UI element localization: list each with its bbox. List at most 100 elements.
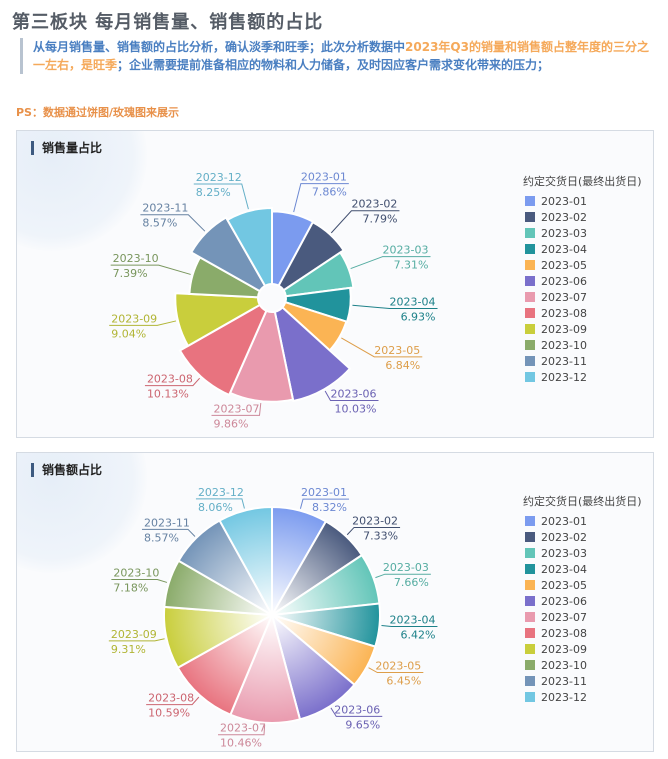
legend-swatch bbox=[525, 612, 535, 622]
slice-label-percent: 6.42% bbox=[401, 628, 436, 641]
legend-title: 约定交货日(最终出货日) bbox=[523, 495, 642, 508]
legend-swatch bbox=[525, 564, 535, 574]
legend-label: 2023-04 bbox=[541, 242, 587, 256]
slice-label-month: 2023-08 bbox=[148, 692, 194, 705]
slice-2023-06[interactable] bbox=[273, 305, 352, 403]
panel-title: 销售额占比 bbox=[31, 463, 102, 477]
legend-item-2023-09[interactable]: 2023-09 bbox=[523, 321, 642, 337]
legend-swatch bbox=[525, 372, 535, 382]
legend-item-2023-03[interactable]: 2023-03 bbox=[523, 225, 642, 241]
legend-item-2023-10[interactable]: 2023-10 bbox=[523, 657, 642, 673]
legend-item-2023-11[interactable]: 2023-11 bbox=[523, 673, 642, 689]
label-leader-line bbox=[375, 573, 431, 579]
legend-item-2023-08[interactable]: 2023-08 bbox=[523, 305, 642, 321]
legend-swatch bbox=[525, 516, 535, 526]
legend-item-2023-05[interactable]: 2023-05 bbox=[523, 577, 642, 593]
legend-label: 2023-12 bbox=[541, 370, 587, 384]
slice-label-percent: 7.18% bbox=[113, 581, 148, 594]
legend-item-2023-06[interactable]: 2023-06 bbox=[523, 273, 642, 289]
legend-item-2023-07[interactable]: 2023-07 bbox=[523, 609, 642, 625]
legend-item-2023-12[interactable]: 2023-12 bbox=[523, 369, 642, 385]
slice-2023-08[interactable] bbox=[176, 612, 275, 716]
slice-2023-08[interactable] bbox=[178, 303, 268, 397]
legend-item-2023-01[interactable]: 2023-01 bbox=[523, 513, 642, 529]
legend-label: 2023-05 bbox=[541, 578, 587, 592]
legend-item-2023-12[interactable]: 2023-12 bbox=[523, 689, 642, 705]
slice-label-month: 2023-09 bbox=[111, 312, 157, 325]
legend-item-2023-01[interactable]: 2023-01 bbox=[523, 193, 642, 209]
label-leader-line bbox=[381, 624, 438, 627]
slice-label-percent: 10.46% bbox=[220, 737, 262, 750]
legend-swatch bbox=[525, 260, 535, 270]
legend-swatch bbox=[525, 324, 535, 334]
slice-label-month: 2023-05 bbox=[374, 344, 420, 357]
legend-swatch bbox=[525, 196, 535, 206]
legend-swatch bbox=[525, 548, 535, 558]
slice-label-percent: 6.93% bbox=[401, 311, 436, 324]
slice-label-month: 2023-04 bbox=[389, 613, 435, 626]
slice-label-percent: 8.57% bbox=[142, 217, 177, 230]
slice-2023-02[interactable] bbox=[277, 220, 346, 292]
slice-label-month: 2023-12 bbox=[198, 486, 244, 499]
slice-label-percent: 10.03% bbox=[335, 402, 377, 415]
legend-item-2023-04[interactable]: 2023-04 bbox=[523, 561, 642, 577]
label-leader-line bbox=[324, 390, 379, 401]
slice-label-percent: 7.31% bbox=[394, 259, 429, 272]
slice-label-month: 2023-07 bbox=[213, 402, 259, 415]
slice-2023-12[interactable] bbox=[226, 206, 273, 288]
slice-label-percent: 6.84% bbox=[385, 359, 420, 372]
legend-item-2023-11[interactable]: 2023-11 bbox=[523, 353, 642, 369]
legend-label: 2023-06 bbox=[541, 274, 587, 288]
legend-swatch bbox=[525, 228, 535, 238]
legend-label: 2023-11 bbox=[541, 354, 587, 368]
slice-label-percent: 9.04% bbox=[111, 327, 146, 340]
slice-label-percent: 8.57% bbox=[144, 531, 179, 544]
slice-label-percent: 10.13% bbox=[147, 388, 189, 401]
legend-label: 2023-01 bbox=[541, 514, 587, 528]
slice-label-percent: 9.86% bbox=[213, 417, 248, 430]
slice-label-month: 2023-02 bbox=[352, 514, 398, 527]
label-leader-line bbox=[110, 264, 191, 275]
legend-item-2023-05[interactable]: 2023-05 bbox=[523, 257, 642, 273]
legend-item-2023-08[interactable]: 2023-08 bbox=[523, 625, 642, 641]
legend: 约定交货日(最终出货日) 2023-01 2023-02 2023-03 2023-0… bbox=[523, 173, 642, 385]
slice-label-percent: 9.31% bbox=[111, 643, 146, 656]
legend-item-2023-03[interactable]: 2023-03 bbox=[523, 545, 642, 561]
legend-swatch bbox=[525, 644, 535, 654]
slice-label-month: 2023-01 bbox=[301, 486, 347, 499]
sales-amount-pie-chart: 2023-01 8.32% 2023-02 7.33% 2023-03 7.66% 2023… bbox=[108, 486, 438, 750]
label-leader-line bbox=[108, 638, 165, 642]
legend-item-2023-09[interactable]: 2023-09 bbox=[523, 641, 642, 657]
slice-2023-09[interactable] bbox=[174, 292, 262, 348]
slice-label-month: 2023-10 bbox=[113, 566, 159, 579]
slice-2023-12[interactable] bbox=[218, 505, 273, 619]
label-leader-line bbox=[330, 210, 400, 234]
slice-label-month: 2023-09 bbox=[111, 628, 157, 641]
label-leader-line bbox=[144, 377, 201, 387]
slice-label-percent: 8.32% bbox=[312, 501, 347, 514]
legend-title: 约定交货日(最终出货日) bbox=[523, 175, 642, 188]
slice-2023-11[interactable] bbox=[189, 216, 267, 293]
slice-2023-07[interactable] bbox=[229, 611, 302, 724]
legend-item-2023-10[interactable]: 2023-10 bbox=[523, 337, 642, 353]
legend-item-2023-06[interactable]: 2023-06 bbox=[523, 593, 642, 609]
legend-swatch bbox=[525, 356, 535, 366]
legend-swatch bbox=[525, 692, 535, 702]
legend: 约定交货日(最终出货日) 2023-01 2023-02 2023-03 2023-0… bbox=[523, 493, 642, 705]
page-title: 第三板块 每月销售量、销售额的占比 bbox=[12, 12, 324, 33]
legend-label: 2023-08 bbox=[541, 626, 587, 640]
slice-label-percent: 7.33% bbox=[363, 529, 398, 542]
legend-item-2023-02[interactable]: 2023-02 bbox=[523, 529, 642, 545]
legend-label: 2023-11 bbox=[541, 674, 587, 688]
slice-label-percent: 7.86% bbox=[312, 186, 347, 199]
analysis-description: 从每月销售量、销售额的占比分析，确认淡季和旺季；此次分析数据中2023年Q3的销… bbox=[20, 38, 660, 74]
label-leader-line bbox=[218, 724, 266, 736]
legend-item-2023-02[interactable]: 2023-02 bbox=[523, 209, 642, 225]
legend-label: 2023-04 bbox=[541, 562, 587, 576]
legend-swatch bbox=[525, 292, 535, 302]
legend-item-2023-07[interactable]: 2023-07 bbox=[523, 289, 642, 305]
legend-item-2023-04[interactable]: 2023-04 bbox=[523, 241, 642, 257]
sales-volume-panel: 销售量占比 2023-01 7.86% 2023-02 7.79% 2023-03 7.3… bbox=[16, 130, 654, 438]
label-leader-line bbox=[140, 214, 206, 232]
label-leader-line bbox=[352, 304, 438, 310]
